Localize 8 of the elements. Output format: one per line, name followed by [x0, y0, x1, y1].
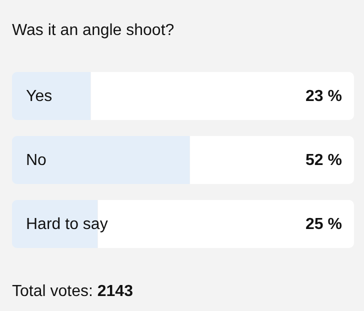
chart-title: Was it an angle shoot? [12, 22, 174, 40]
y-tick-label: No [26, 152, 47, 169]
data-label: 23 % [306, 88, 342, 105]
y-tick-label: Hard to say [26, 216, 108, 233]
data-label: 52 % [306, 152, 342, 169]
text: Total votes: 2143 [12, 283, 133, 301]
data-label: 25 % [306, 216, 342, 233]
y-tick-label: Yes [26, 88, 52, 105]
